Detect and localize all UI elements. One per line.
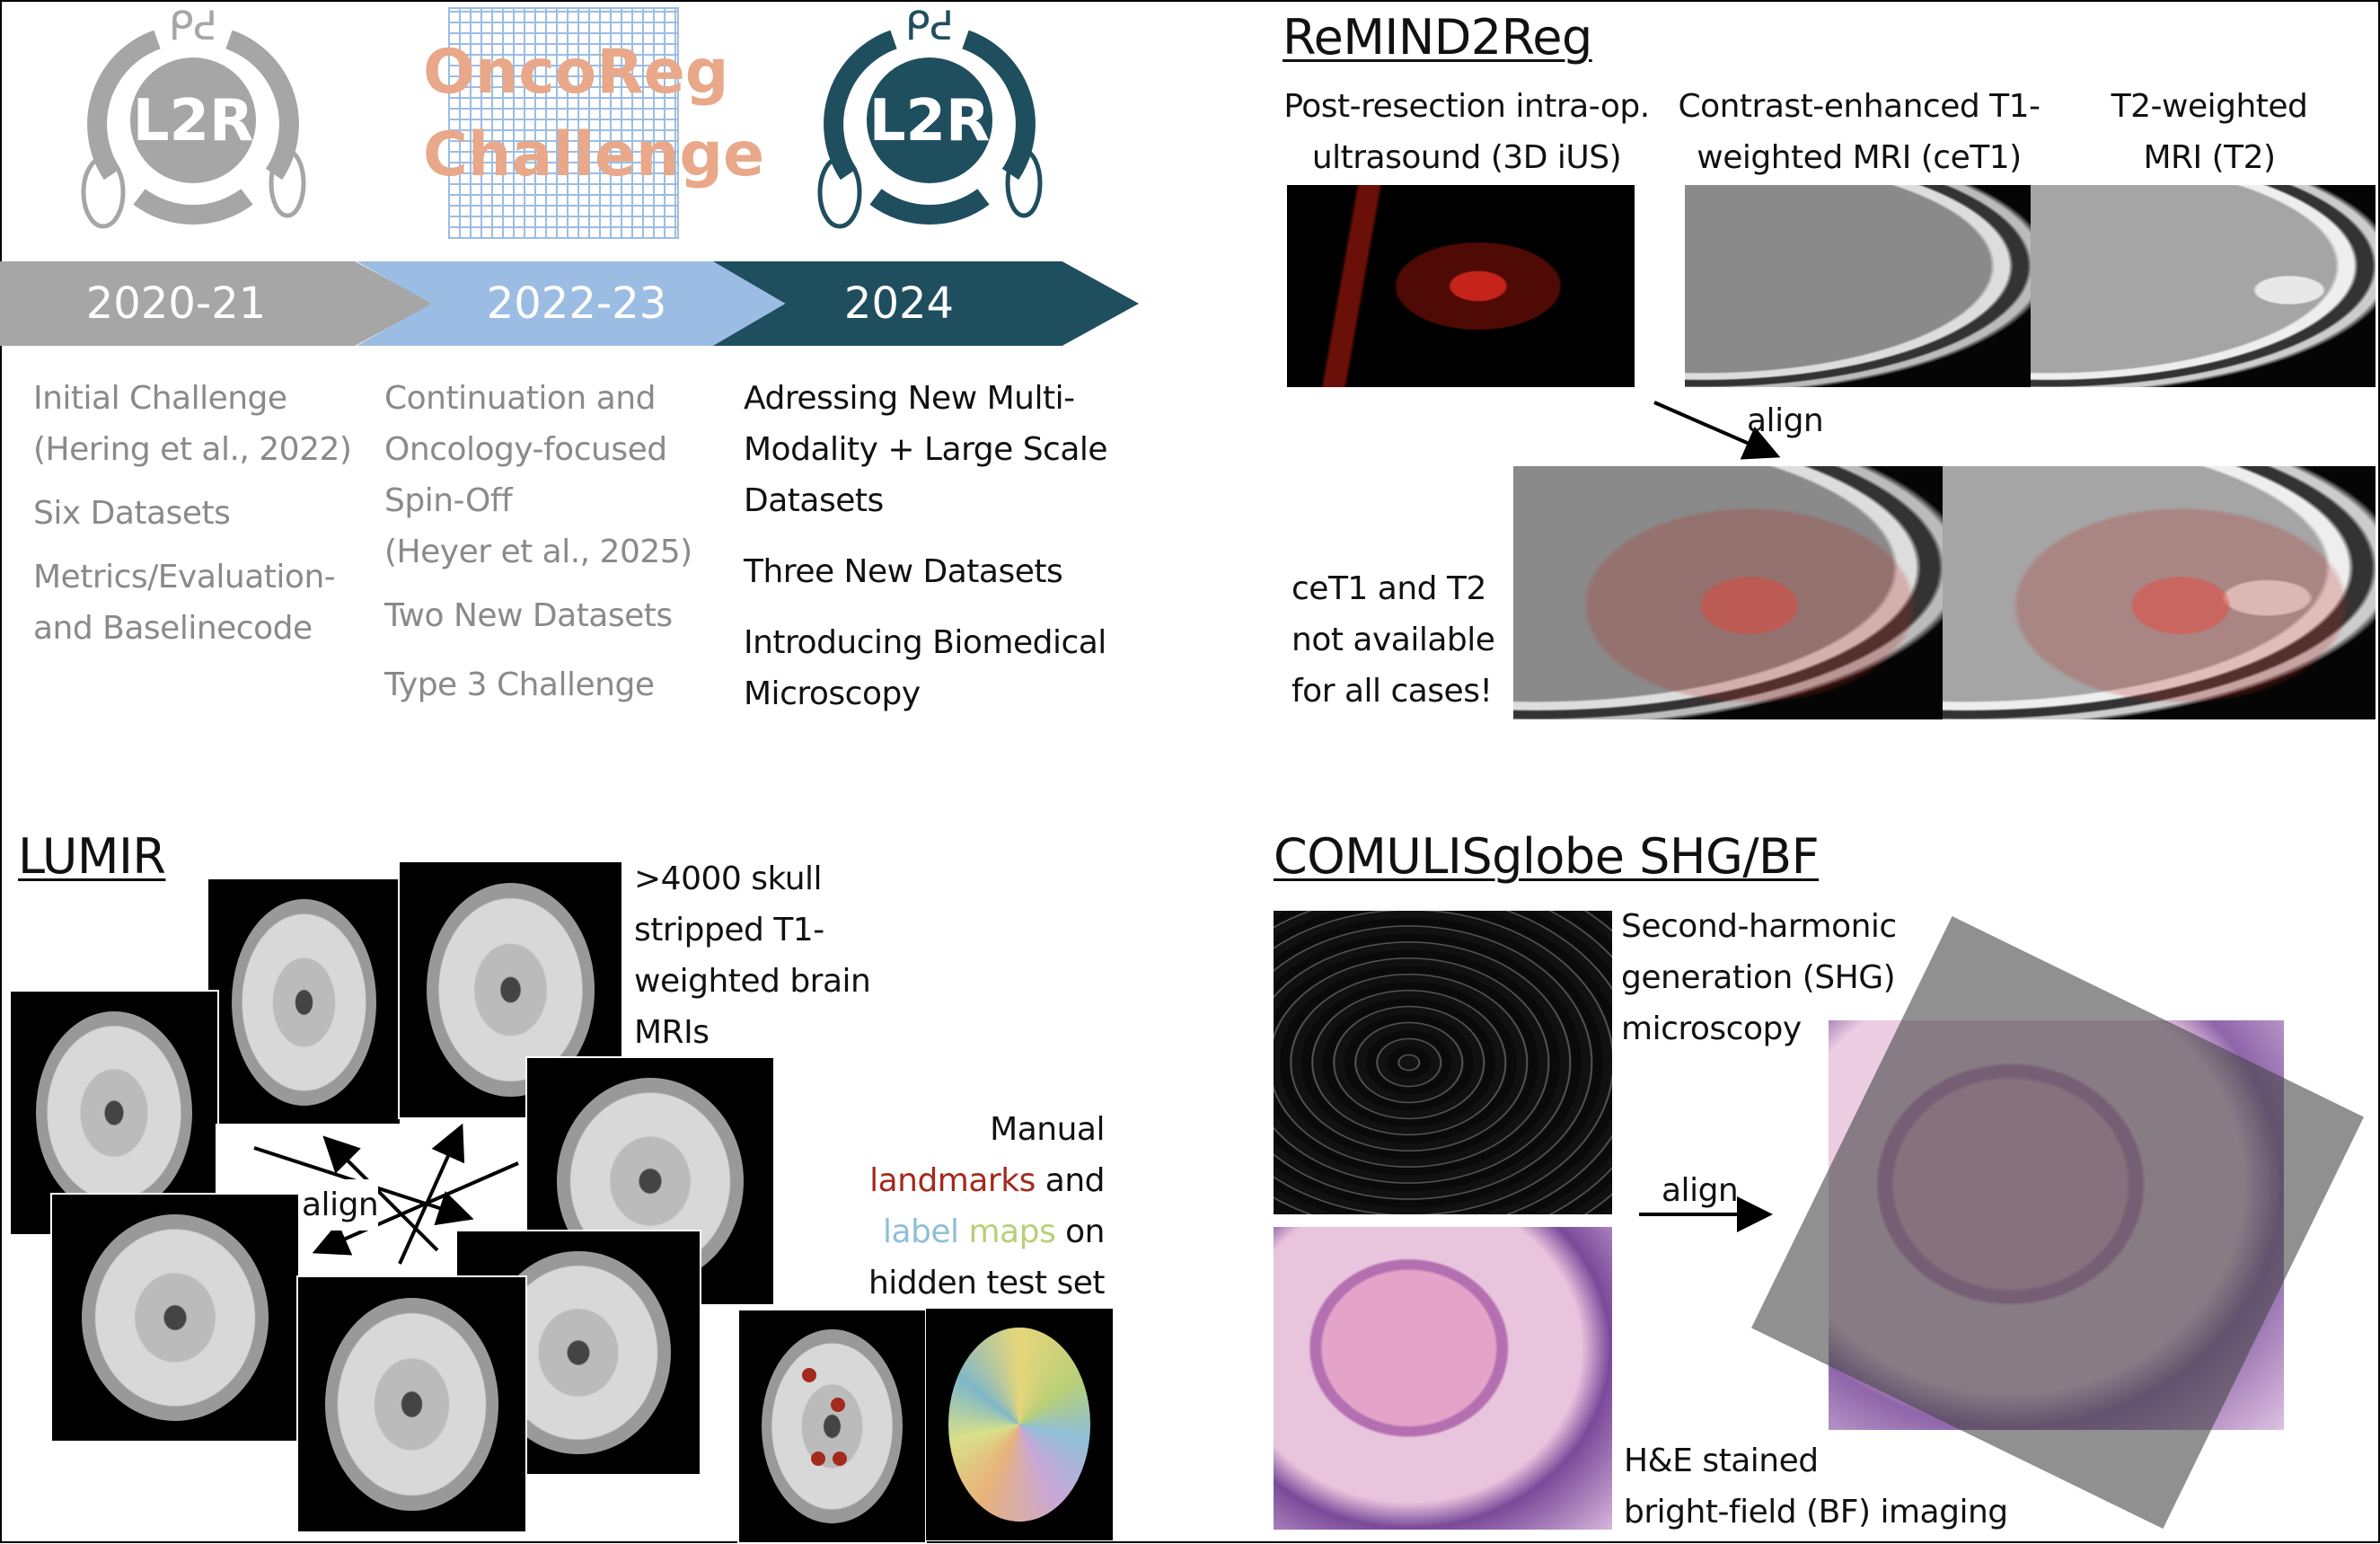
svg-text:L2R: L2R xyxy=(869,88,991,154)
col-item: Introducing Biomedical xyxy=(744,624,1106,661)
col-item: Microscopy xyxy=(744,675,921,712)
remind-title: ReMIND2Reg xyxy=(1283,9,1592,66)
label-map-brain xyxy=(948,1327,1091,1522)
desc-line: stripped T1- xyxy=(634,912,824,948)
remind-align-label: align xyxy=(1747,402,1824,439)
he-line: H&E stained xyxy=(1624,1443,1819,1479)
col-item: Three New Datasets xyxy=(744,553,1063,590)
lumir-align-label: align xyxy=(302,1179,379,1231)
brain-mri xyxy=(50,1193,300,1443)
desc-line: >4000 skull xyxy=(634,860,823,897)
desc-line: MRIs xyxy=(634,1014,710,1051)
period-label: 2020-21 xyxy=(85,278,267,329)
comulis-title: COMULISglobe SHG/BF xyxy=(1274,828,1820,885)
col-item: Type 3 Challenge xyxy=(384,666,655,703)
col-item: and Baselinecode xyxy=(33,610,313,647)
shg-image xyxy=(1274,911,1612,1214)
header-line: weighted MRI (ceT1) xyxy=(1697,139,2022,176)
col-item: Oncology-focused xyxy=(384,431,667,468)
period-2020-21: 2020-21 xyxy=(0,261,433,346)
note-line: for all cases! xyxy=(1291,673,1493,710)
timeline-col-2024: Adressing New Multi- Modality + Large Sc… xyxy=(744,373,1108,719)
col-item: Six Datasets xyxy=(33,495,231,532)
label-word: label xyxy=(882,1213,959,1250)
remind-note: ceT1 and T2 not available for all cases! xyxy=(1291,563,1495,717)
he-description: H&E stained bright-field (BF) imaging xyxy=(1624,1435,2008,1538)
cet1-image xyxy=(1685,185,2031,387)
col-item: Adressing New Multi- xyxy=(744,380,1075,417)
ultrasound-image xyxy=(1287,185,1635,387)
t2-image xyxy=(2031,185,2376,387)
shg-description: Second-harmonic generation (SHG) microsc… xyxy=(1621,901,1897,1054)
shg-line: generation (SHG) xyxy=(1621,959,1896,996)
header-line: Contrast-enhanced T1- xyxy=(1678,88,2041,125)
manual-line: Manual xyxy=(990,1111,1105,1148)
oncoreg-logo-text: OncoReg Challenge xyxy=(423,37,765,190)
header-line: Post-resection intra-op. xyxy=(1283,88,1650,125)
and-word: and xyxy=(1035,1162,1106,1199)
lumir-manual-annotations: Manual landmarks and label maps on hidde… xyxy=(808,1104,1106,1309)
manual-line: hidden test set xyxy=(868,1265,1106,1301)
svg-text:ᑭᕍ: ᑭᕍ xyxy=(169,4,217,49)
lumir-title: LUMIR xyxy=(18,828,166,885)
shg-line: Second-harmonic xyxy=(1621,908,1897,945)
timeline-col-2022: Continuation and Oncology-focused Spin-O… xyxy=(384,373,692,710)
col-item: Two New Datasets xyxy=(384,597,673,634)
oncoreg-logo: OncoReg Challenge xyxy=(423,7,764,239)
l2r-logo-dark: L2R ᑭᕍ xyxy=(813,4,1046,237)
col-item: Initial Challenge xyxy=(33,380,287,417)
brain-mri xyxy=(296,1275,527,1533)
desc-line: weighted brain xyxy=(634,963,871,1000)
timeline-col-2020: Initial Challenge (Hering et al., 2022) … xyxy=(33,373,352,654)
note-line: not available xyxy=(1291,622,1495,658)
col-item: (Heyer et al., 2025) xyxy=(384,534,692,570)
l2r-logo-gray: L2R ᑭᕍ xyxy=(76,4,310,237)
header-ius: Post-resection intra-op. ultrasound (3D i… xyxy=(1283,81,1651,183)
period-label: 2022-23 xyxy=(486,278,667,329)
col-item: Continuation and xyxy=(384,380,656,417)
col-item: Modality + Large Scale xyxy=(744,431,1108,468)
lumir-description: >4000 skull stripped T1- weighted brain … xyxy=(634,853,871,1058)
shg-line: microscopy xyxy=(1621,1010,1802,1047)
landmarks-word: landmarks xyxy=(869,1162,1036,1199)
comulis-align-label: align xyxy=(1662,1172,1739,1209)
maps-word: maps xyxy=(958,1213,1056,1250)
he-image xyxy=(1274,1227,1612,1530)
period-label: 2024 xyxy=(843,278,955,329)
col-item: Spin-Off xyxy=(384,482,513,519)
header-line: ultrasound (3D iUS) xyxy=(1311,139,1622,176)
note-line: ceT1 and T2 xyxy=(1291,570,1486,607)
col-item: (Hering et al., 2022) xyxy=(33,431,352,468)
header-cet1: Contrast-enhanced T1- weighted MRI (ceT1) xyxy=(1670,81,2048,183)
svg-text:ᑭᕍ: ᑭᕍ xyxy=(905,4,954,49)
he-line: bright-field (BF) imaging xyxy=(1624,1494,2008,1531)
brain-mri xyxy=(207,878,401,1127)
header-line: T2-weighted xyxy=(2111,88,2308,125)
col-item: Datasets xyxy=(744,482,884,519)
overlay-cet1-ius xyxy=(1513,466,1943,719)
svg-text:L2R: L2R xyxy=(133,88,254,154)
landmark-points xyxy=(802,1368,847,1466)
overlay-t2-ius xyxy=(1943,466,2376,719)
header-line: MRI (T2) xyxy=(2143,139,2276,176)
col-item: Metrics/Evaluation- xyxy=(33,559,336,596)
on-word: on xyxy=(1055,1213,1105,1250)
header-t2: T2-weighted MRI (T2) xyxy=(2048,81,2371,183)
landmark-brain-image xyxy=(737,1309,927,1544)
label-map-image xyxy=(926,1309,1113,1540)
